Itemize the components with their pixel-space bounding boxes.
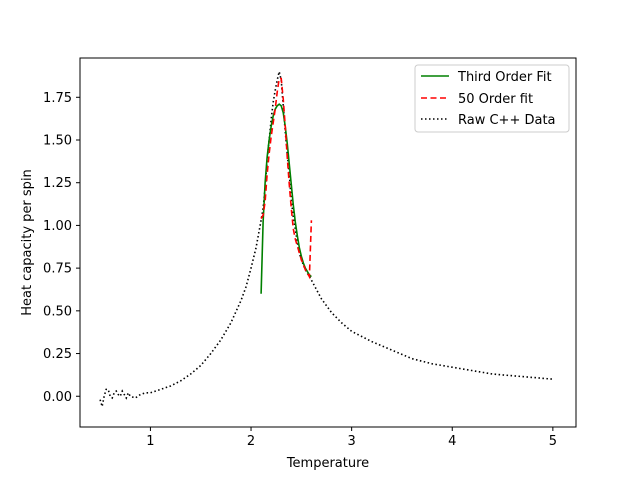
axes-frame	[79, 57, 577, 428]
legend-label-50-order-fit: 50 Order fit	[458, 92, 533, 107]
x-tick-label: 3	[348, 434, 356, 449]
x-tick-label: 4	[448, 434, 456, 449]
x-tick-label: 2	[247, 434, 255, 449]
y-tick-label: 1.50	[43, 134, 72, 149]
x-tick-label: 5	[549, 434, 557, 449]
x-axis-label: Temperature	[286, 456, 369, 471]
y-tick-label: 1.25	[43, 176, 72, 191]
x-tick-label: 1	[146, 434, 154, 449]
legend-label-raw-cpp-data: Raw C++ Data	[458, 113, 556, 128]
series-line-raw-cpp-data	[99, 71, 553, 407]
y-tick-label: 0.00	[43, 390, 72, 405]
y-tick-label: 1.00	[43, 219, 72, 234]
legend: Third Order Fit 50 Order fit Raw C++ Dat…	[414, 64, 570, 133]
y-tick-label: 0.75	[43, 262, 72, 277]
y-axis-label: Heat capacity per spin	[20, 169, 35, 316]
y-tick-label: 1.75	[43, 91, 72, 106]
y-tick-label: 0.50	[43, 304, 72, 319]
y-tick-label: 0.25	[43, 347, 72, 362]
legend-label-third-order-fit: Third Order Fit	[457, 70, 552, 85]
legend-box	[414, 64, 570, 133]
plot-area	[99, 71, 553, 407]
axis-ticks: 1 2 3 4 5 0.00 0.25 0.50 0.75 1.00 1.25 1.50 1.75	[43, 91, 557, 449]
series-line-50-order-fit	[260, 77, 313, 280]
